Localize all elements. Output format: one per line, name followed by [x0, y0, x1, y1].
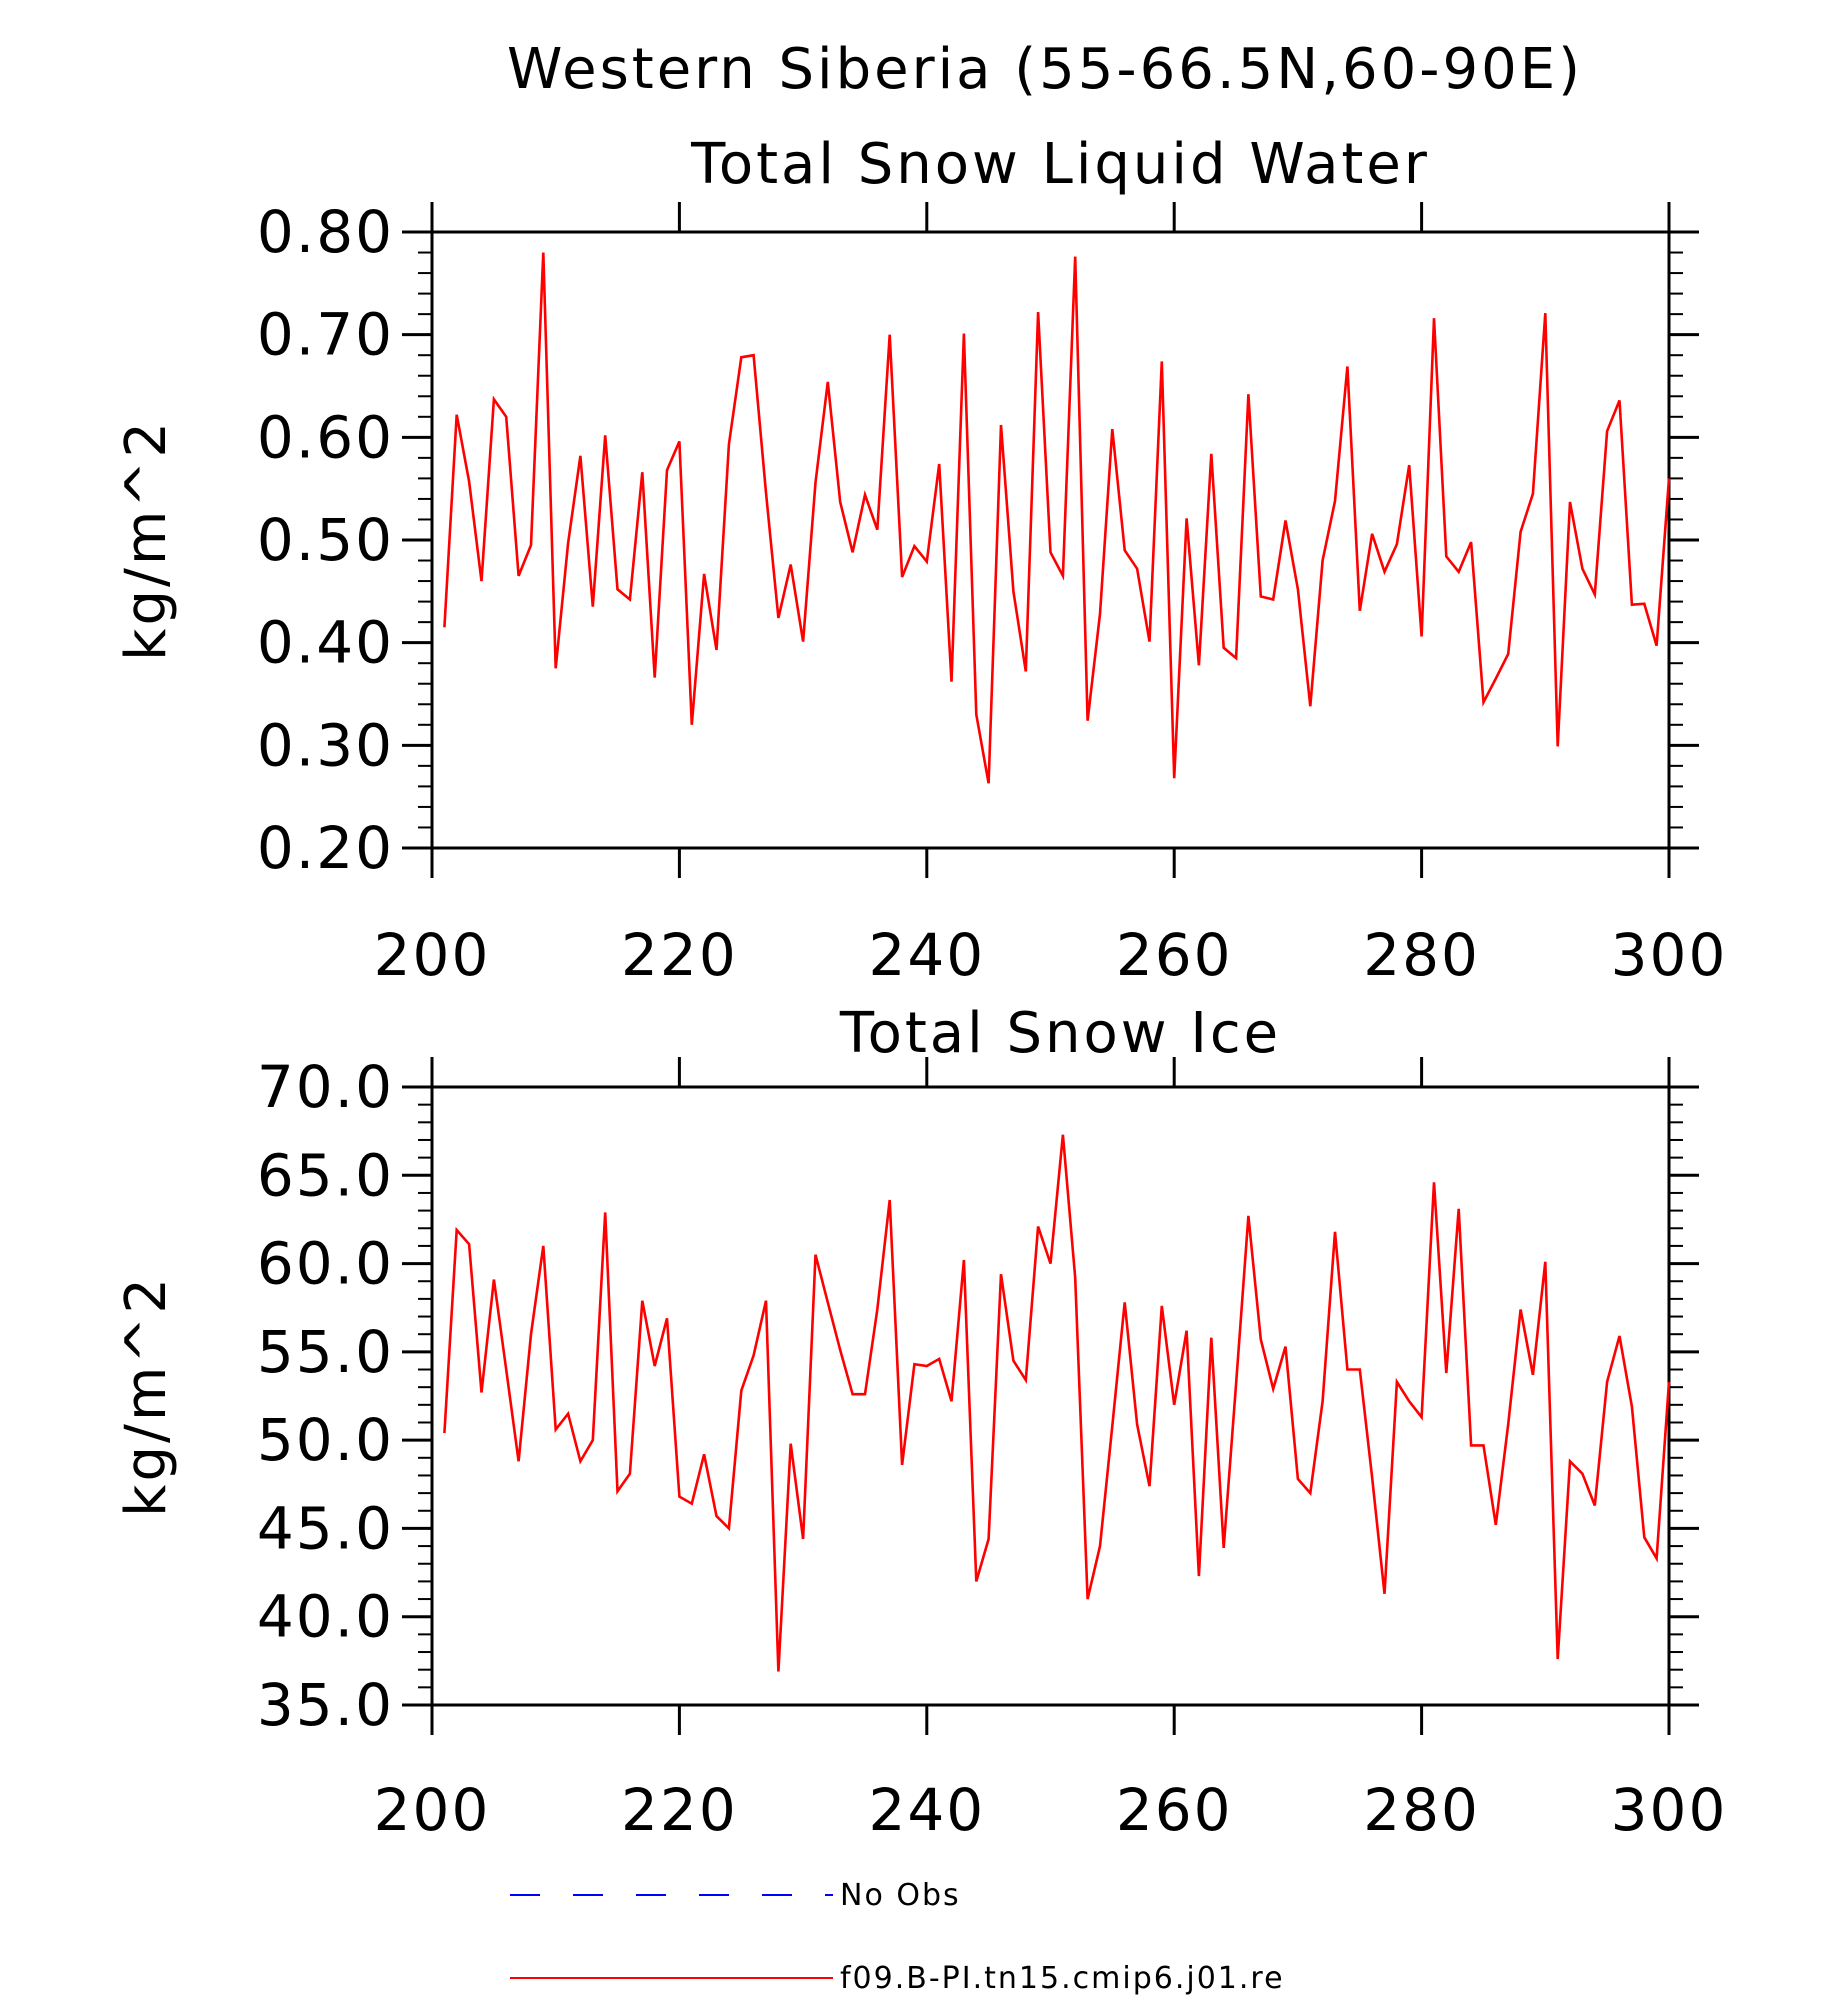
y-tick-label: 50.0	[257, 1406, 394, 1474]
x-tick-label: 280	[1363, 1776, 1480, 1844]
x-tick-label: 200	[374, 921, 491, 989]
y-tick-label: 0.30	[257, 711, 394, 779]
y-tick-label: 70.0	[257, 1053, 394, 1121]
legend-label-no-obs: No Obs	[840, 1878, 961, 1913]
x-tick-label: 300	[1611, 1776, 1728, 1844]
x-tick-label: 240	[868, 1776, 985, 1844]
y-tick-label: 40.0	[257, 1583, 394, 1651]
y-tick-label: 35.0	[257, 1671, 394, 1739]
x-tick-label: 260	[1116, 921, 1233, 989]
y-tick-label: 45.0	[257, 1494, 394, 1562]
y-tick-label: 0.70	[257, 301, 394, 369]
y-axis-label: kg/m^2	[114, 1275, 179, 1517]
y-tick-label: 0.40	[257, 609, 394, 677]
series-line	[443, 252, 1671, 784]
x-tick-label: 220	[621, 921, 738, 989]
plot-frame	[430, 1085, 1671, 1707]
x-tick-label: 200	[374, 1776, 491, 1844]
series-line	[443, 1134, 1671, 1672]
x-tick-label: 300	[1611, 921, 1728, 989]
y-tick-label: 55.0	[257, 1318, 394, 1386]
chart-title: Total Snow Ice	[839, 1001, 1281, 1066]
y-axis-label: kg/m^2	[114, 419, 179, 661]
chart-title: Total Snow Liquid Water	[690, 132, 1430, 197]
figure-title: Western Siberia (55-66.5N,60-90E)	[507, 37, 1583, 102]
x-tick-label: 220	[621, 1776, 738, 1844]
legend: No Obs f09.B-PI.tn15.cmip6.j01.re	[510, 1878, 1285, 1996]
y-tick-label: 65.0	[257, 1141, 394, 1209]
y-tick-label: 0.50	[257, 506, 394, 574]
y-tick-label: 60.0	[257, 1230, 394, 1298]
panel-snow-ice: Total Snow Ice kg/m^2 200 220 240 260 280 300 35…	[114, 1001, 1728, 1844]
y-tick-label: 0.20	[257, 814, 394, 882]
x-tick-label: 240	[868, 921, 985, 989]
x-tick-label: 260	[1116, 1776, 1233, 1844]
legend-label-model: f09.B-PI.tn15.cmip6.j01.re	[840, 1961, 1285, 1996]
x-tick-label: 280	[1363, 921, 1480, 989]
y-tick-label: 0.60	[257, 403, 394, 471]
panel-snow-liquid-water: Total Snow Liquid Water kg/m^2 200 220 240 26…	[114, 132, 1728, 989]
y-tick-label: 0.80	[257, 198, 394, 266]
